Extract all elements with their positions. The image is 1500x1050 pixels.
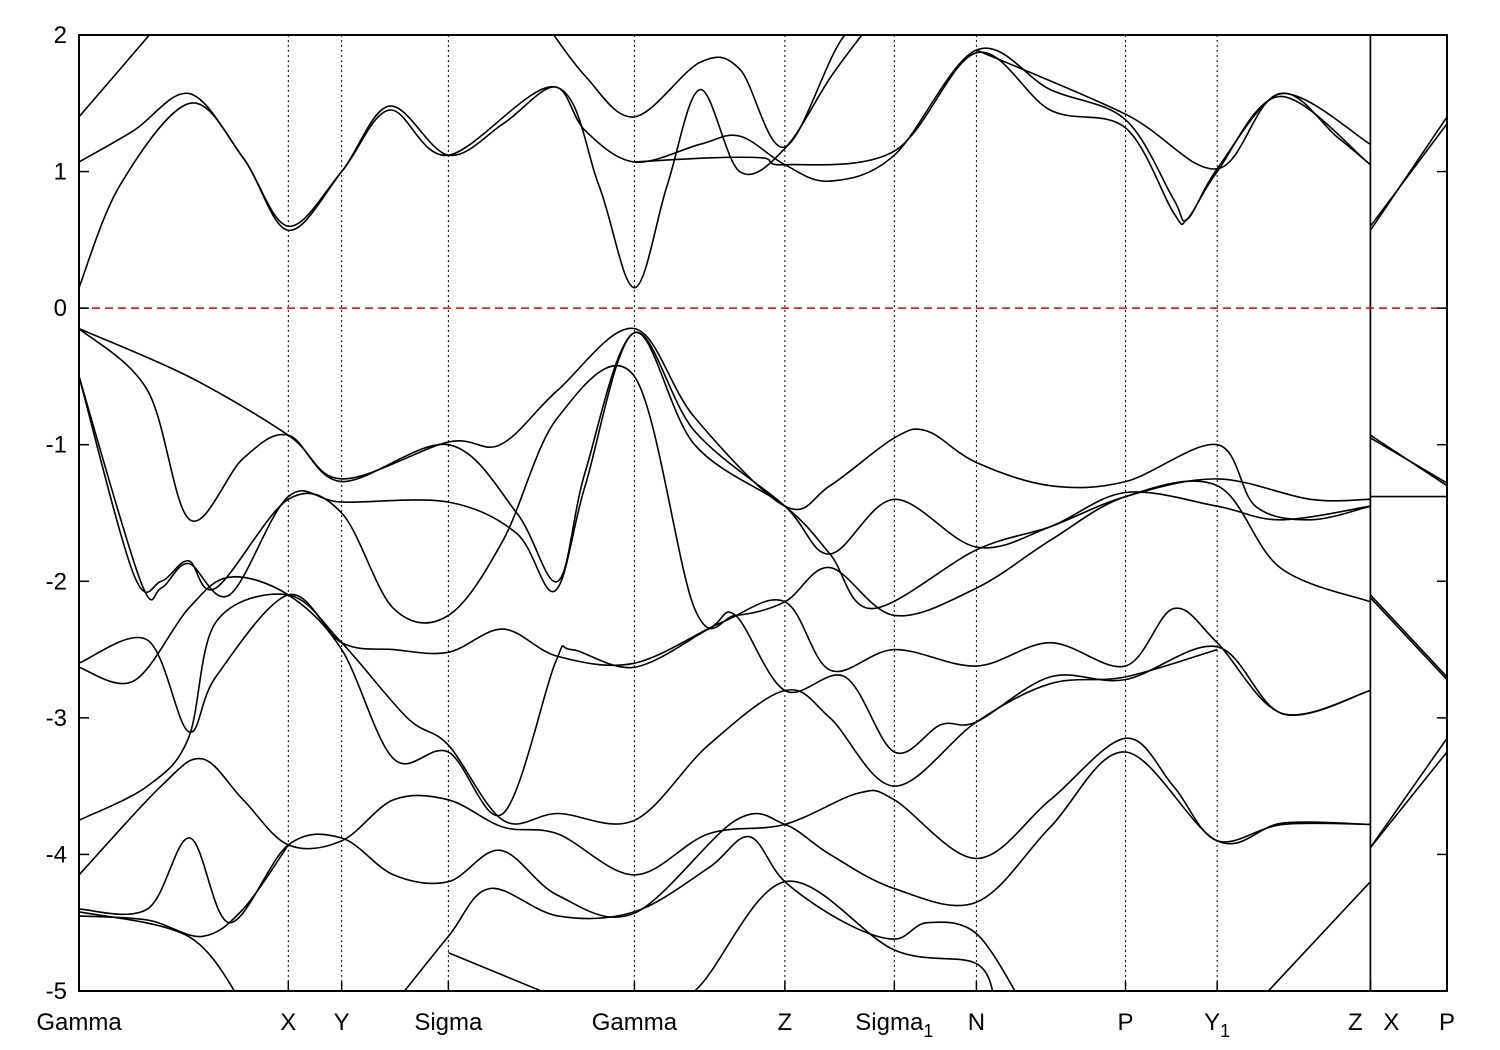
x-tick-label: Gamma bbox=[36, 1009, 122, 1036]
band-7 bbox=[79, 364, 1447, 678]
x-tick-label: Gamma bbox=[592, 1009, 678, 1036]
y-tick-label: -5 bbox=[46, 978, 67, 1005]
y-tick-label: 1 bbox=[54, 159, 67, 186]
band-8 bbox=[79, 331, 1447, 610]
band-13 bbox=[79, 751, 1447, 924]
x-tick-label: N bbox=[968, 1009, 985, 1036]
y-tick-label: -2 bbox=[46, 568, 67, 595]
x-tick-label: Sigma1 bbox=[855, 1009, 933, 1041]
band-15 bbox=[79, 835, 1016, 991]
band-11 bbox=[79, 593, 1218, 825]
x-tick-label: P bbox=[1439, 1009, 1455, 1036]
bands bbox=[79, 35, 1447, 991]
y-tick-label: -3 bbox=[46, 705, 67, 732]
y-axis: -5 -4 -3 -2 -1 0 1 2 bbox=[46, 22, 1447, 1005]
band-10 bbox=[79, 576, 1371, 817]
y-tick-label: 2 bbox=[54, 22, 67, 49]
band-2 bbox=[79, 35, 863, 289]
band-14 bbox=[79, 844, 289, 938]
band-1 bbox=[79, 47, 1447, 288]
x-tick-label: P bbox=[1118, 1009, 1134, 1036]
x-tick-label: Sigma bbox=[414, 1009, 483, 1036]
plot-frame bbox=[78, 34, 1448, 992]
band-5 bbox=[79, 327, 1447, 521]
x-tick-label: Z bbox=[1348, 1009, 1363, 1036]
y-tick-label: -4 bbox=[46, 841, 67, 868]
band-16 bbox=[448, 880, 1371, 991]
y-tick-label: 0 bbox=[54, 295, 67, 322]
x-tick-label: Y1 bbox=[1204, 1009, 1230, 1041]
band-3 bbox=[79, 35, 1447, 227]
band-9 bbox=[79, 593, 1447, 733]
x-tick-label: Y bbox=[334, 1009, 350, 1036]
x-tick-label: X bbox=[1383, 1009, 1399, 1036]
band-12 bbox=[79, 737, 1447, 876]
band-6 bbox=[79, 328, 1447, 583]
x-axis: Gamma X Y Sigma Gamma Z Sigma1 N P Y1 Z X P bbox=[36, 981, 1455, 1041]
y-tick-label: -1 bbox=[46, 432, 67, 459]
band-4 bbox=[634, 51, 1371, 226]
x-tick-label: Z bbox=[778, 1009, 793, 1036]
x-tick-label: X bbox=[280, 1009, 296, 1036]
kpoint-gridlines bbox=[287, 35, 1372, 991]
